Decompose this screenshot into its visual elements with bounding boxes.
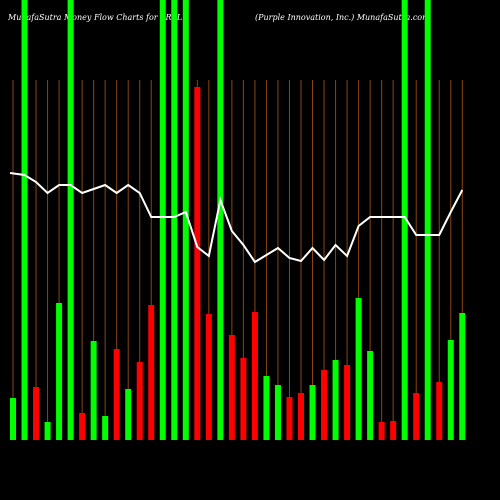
bar [148, 305, 155, 440]
bar [21, 0, 28, 440]
line [9, 172, 464, 264]
chart-title: MunafaSutra Money Flow Charts for PRPL [7, 13, 182, 22]
bar [102, 416, 109, 440]
bar [10, 398, 16, 440]
bar [159, 0, 166, 440]
bar [90, 341, 97, 440]
bar [274, 385, 281, 440]
bar [33, 387, 40, 440]
bar [125, 389, 132, 440]
bar [286, 397, 293, 440]
bar [298, 393, 304, 440]
bar [413, 393, 420, 440]
bar [447, 340, 454, 440]
bar [182, 0, 189, 440]
bar [424, 0, 431, 440]
bar [205, 314, 212, 440]
bar [436, 382, 443, 440]
bar [217, 0, 224, 440]
bar [251, 312, 258, 440]
bar [228, 335, 235, 440]
bar [309, 385, 316, 440]
bar [344, 365, 351, 440]
bar [67, 0, 74, 440]
bar [136, 362, 143, 440]
bar [390, 421, 397, 440]
bar [263, 376, 270, 440]
bar [79, 413, 86, 440]
bar [401, 0, 408, 440]
bar [378, 422, 385, 440]
bar [171, 0, 178, 440]
chart-subtitle: (Purple Innovation, Inc.) MunafaSutra.co… [255, 13, 430, 22]
bar [321, 370, 328, 440]
bar [113, 349, 120, 440]
bar [355, 298, 362, 440]
bar [44, 422, 51, 440]
bar [194, 87, 201, 440]
bar [240, 358, 247, 440]
bar [367, 351, 374, 440]
bar [332, 360, 339, 440]
bar [459, 313, 466, 440]
bar [56, 303, 63, 440]
